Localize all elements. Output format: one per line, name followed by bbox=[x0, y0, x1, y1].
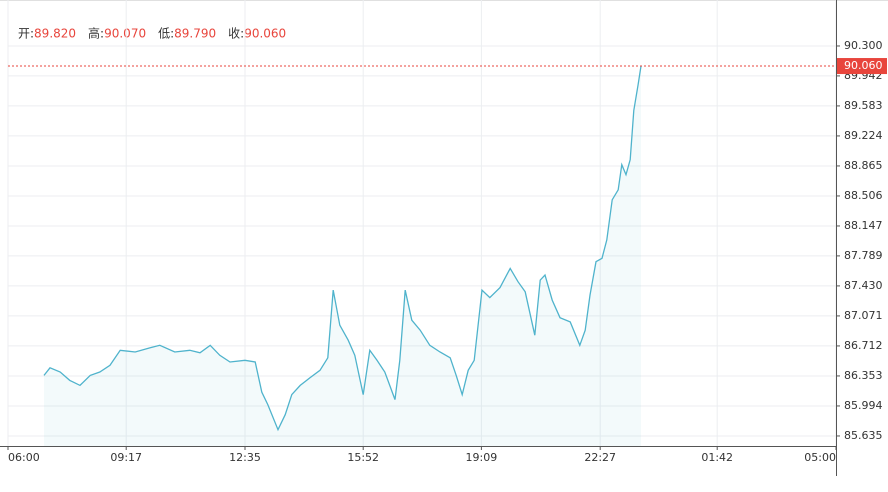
y-tick-label: 87.789 bbox=[844, 249, 883, 262]
x-tick-label: 09:17 bbox=[110, 451, 142, 464]
x-tick-label: 01:42 bbox=[701, 451, 733, 464]
y-tick-label: 89.583 bbox=[844, 99, 883, 112]
y-tick-label: 85.994 bbox=[844, 399, 883, 412]
info-value: 90.060 bbox=[244, 27, 286, 41]
y-tick-label: 88.865 bbox=[844, 159, 883, 172]
info-value: 89.790 bbox=[174, 27, 216, 41]
info-label: 低: bbox=[158, 27, 174, 41]
area bbox=[44, 66, 641, 446]
last-price-label: 90.060 bbox=[844, 59, 883, 72]
info-label: 高: bbox=[88, 26, 104, 41]
info-value: 90.070 bbox=[104, 27, 146, 41]
x-tick-label: 05:00 bbox=[804, 451, 836, 464]
y-tick-label: 88.506 bbox=[844, 189, 883, 202]
y-tick-label: 86.712 bbox=[844, 339, 883, 352]
x-tick-label: 06:00 bbox=[8, 451, 40, 464]
x-tick-label: 22:27 bbox=[584, 451, 616, 464]
y-tick-label: 87.430 bbox=[844, 279, 883, 292]
x-tick-label: 19:09 bbox=[466, 451, 498, 464]
y-tick-label: 85.635 bbox=[844, 429, 883, 442]
last-price-box bbox=[837, 58, 887, 75]
line bbox=[43, 65, 642, 432]
y-tick-label: 89.224 bbox=[844, 129, 883, 142]
ohlc-info: 开: 89.820 高: 90.070 低: 89.790 收: 90.060 bbox=[18, 26, 286, 41]
y-tick-label: 87.071 bbox=[844, 309, 883, 322]
info-value: 89.820 bbox=[34, 27, 76, 41]
x-tick-label: 12:35 bbox=[229, 451, 261, 464]
y-tick-label: 90.300 bbox=[844, 39, 883, 52]
info-label: 收: bbox=[228, 27, 244, 41]
info-label: 开: bbox=[18, 27, 34, 41]
x-tick-label: 15:52 bbox=[347, 451, 379, 464]
y-tick-label: 88.147 bbox=[844, 219, 883, 232]
y-tick-label: 86.353 bbox=[844, 369, 883, 382]
